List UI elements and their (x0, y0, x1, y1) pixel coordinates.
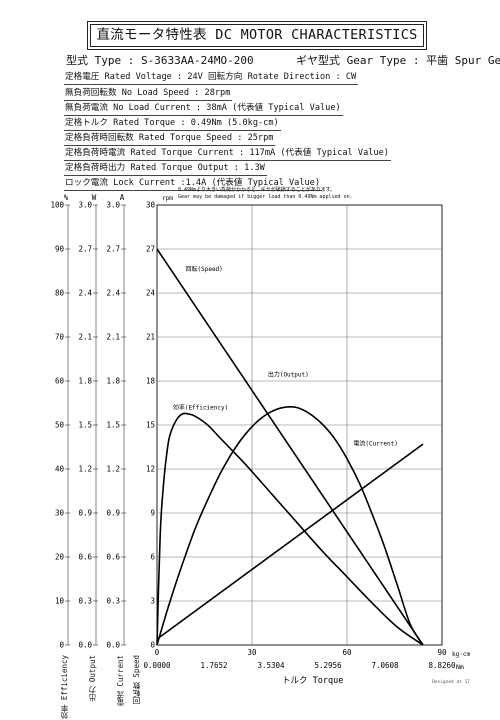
output-tick: 0.9 (78, 509, 92, 518)
kgcm-tick: 90 (437, 648, 447, 657)
efficiency-tick: 80 (55, 289, 65, 298)
speed-tick: 27 (146, 245, 155, 254)
efficiency-tick: 0 (59, 641, 64, 650)
current-tick: 0.6 (106, 553, 120, 562)
output-axis-label: 出力 Output (88, 655, 97, 702)
efficiency-tick: 100 (50, 201, 64, 210)
current-tick: 2.7 (106, 245, 120, 254)
spec-rated-torque-current: 定格負荷時電流 Rated Torque Current : 117mA (代表… (64, 147, 391, 161)
current-axis-label: 電流 Current (116, 655, 125, 707)
x-axis-ticks: 0 30 60 90 0.0000 1.7652 3.5304 5.2956 7.0608 8.8… (143, 648, 456, 670)
output-tick: 0.0 (78, 641, 92, 650)
current-tick: 0.3 (106, 597, 120, 606)
chart-series: 回転(Speed) 電流(Current) 出力(Output) 効率(Efficie… (156, 248, 424, 646)
output-tick: 1.2 (78, 465, 92, 474)
efficiency-tick: 50 (55, 421, 65, 430)
efficiency-tick: 70 (55, 333, 65, 342)
series-label: 回転(Speed) (186, 265, 223, 273)
efficiency-tick: 90 (55, 245, 65, 254)
model-type: 型式 Type : S-3633AA-24MO-200 (66, 54, 254, 67)
output-tick: 3.0 (78, 201, 92, 210)
current-tick: 0.0 (106, 641, 120, 650)
efficiency-tick: 30 (55, 509, 65, 518)
efficiency-tick: 60 (55, 377, 65, 386)
nm-tick: 3.5304 (257, 661, 285, 670)
output-tick: 1.5 (78, 421, 92, 430)
current-tick: 2.1 (106, 333, 120, 342)
output-tick: 2.4 (78, 289, 92, 298)
nm-tick: 7.0608 (371, 661, 399, 670)
speed-unit-label: rpm (162, 195, 173, 202)
spec-rated-torque-speed: 定格負荷時回転数 Rated Torque Speed : 25rpm (64, 132, 276, 146)
current-tick: 1.5 (106, 421, 120, 430)
torque-unit-nm-label: Nm (456, 663, 464, 671)
output-tick: 1.8 (78, 377, 92, 386)
current-tick: 0.9 (106, 509, 120, 518)
output-unit-label: W (92, 193, 97, 202)
nm-tick: 5.2956 (314, 661, 342, 670)
speed-tick: 24 (146, 289, 156, 298)
kgcm-tick: 30 (247, 648, 257, 657)
nm-tick: 0.0000 (143, 661, 171, 670)
current-unit-label: A (120, 193, 125, 202)
current-tick: 1.2 (106, 465, 120, 474)
gear-warning-jp: 0.49Nmより大きい負荷がかかると、ギヤが破損することがあります。 (178, 187, 336, 193)
series-label: 出力(Output) (268, 371, 309, 379)
efficiency-tick: 20 (55, 553, 65, 562)
chart-grid (156, 204, 443, 646)
output-tick: 0.6 (78, 553, 92, 562)
speed-tick: 6 (150, 553, 155, 562)
kgcm-tick: 0 (155, 648, 160, 657)
torque-unit-kg-label: kg·cm (452, 651, 470, 658)
speed-tick: 15 (146, 421, 155, 430)
spec-rated-voltage: 定格電圧 Rated Voltage : 24V 回転方向 Rotate Dir… (64, 71, 359, 85)
speed-axis-label: 回転数 Speed (132, 655, 141, 705)
y-axis-ticks: 0 0.0 0.0 0 10 0.3 0.3 3 20 0.6 0.6 6 30 0.9 0.9 9 40 1.2… (50, 201, 155, 650)
series-line (156, 248, 424, 646)
series-line (156, 443, 424, 640)
current-tick: 2.4 (106, 289, 120, 298)
nm-tick: 8.8260 (428, 661, 456, 670)
gear-warning-en: Gear may be damaged if bigger load than … (178, 194, 353, 200)
series-line (156, 412, 424, 646)
sheet-title: 直流モータ特性表 DC MOTOR CHARACTERISTICS (87, 21, 427, 50)
series-label: 効率(Efficiency) (173, 404, 228, 412)
efficiency-axis-label: 効率 Efficiency (60, 655, 69, 720)
speed-tick: 12 (146, 465, 155, 474)
torque-axis-label: トルク Torque (282, 676, 343, 686)
output-tick: 0.3 (78, 597, 92, 606)
speed-tick: 30 (146, 201, 156, 210)
series-label: 電流(Current) (353, 440, 398, 448)
spec-no-load-current: 無負荷電流 No Load Current : 38mA (代表値 Typica… (64, 102, 343, 116)
current-tick: 1.8 (106, 377, 120, 386)
speed-tick: 21 (146, 333, 155, 342)
series-line (156, 405, 424, 646)
spec-no-load-speed: 無負荷回転数 No Load Speed : 28rpm (64, 87, 233, 101)
efficiency-tick: 10 (55, 597, 65, 606)
designer-footer: Designed at 17 (432, 680, 470, 685)
nm-tick: 1.7652 (200, 661, 227, 670)
gear-type: ギヤ型式 Gear Type : 平歯 Spur Gear (296, 54, 500, 67)
speed-tick: 9 (150, 509, 155, 518)
speed-tick: 0 (150, 641, 155, 650)
spec-rated-torque: 定格トルク Rated Torque : 0.49Nm (5.0kg-cm) (64, 117, 281, 131)
kgcm-tick: 60 (342, 648, 352, 657)
efficiency-tick: 40 (55, 465, 65, 474)
spec-lock-current: ロック電流 Lock Current :1.4A (代表値 Typical Va… (64, 177, 323, 191)
current-tick: 3.0 (106, 201, 120, 210)
speed-tick: 3 (150, 597, 155, 606)
efficiency-unit-label: % (64, 193, 69, 202)
output-tick: 2.7 (78, 245, 92, 254)
spec-rated-torque-output: 定格負荷時出力 Rated Torque Output : 1.3W (64, 162, 267, 176)
output-tick: 2.1 (78, 333, 92, 342)
speed-tick: 18 (146, 377, 156, 386)
